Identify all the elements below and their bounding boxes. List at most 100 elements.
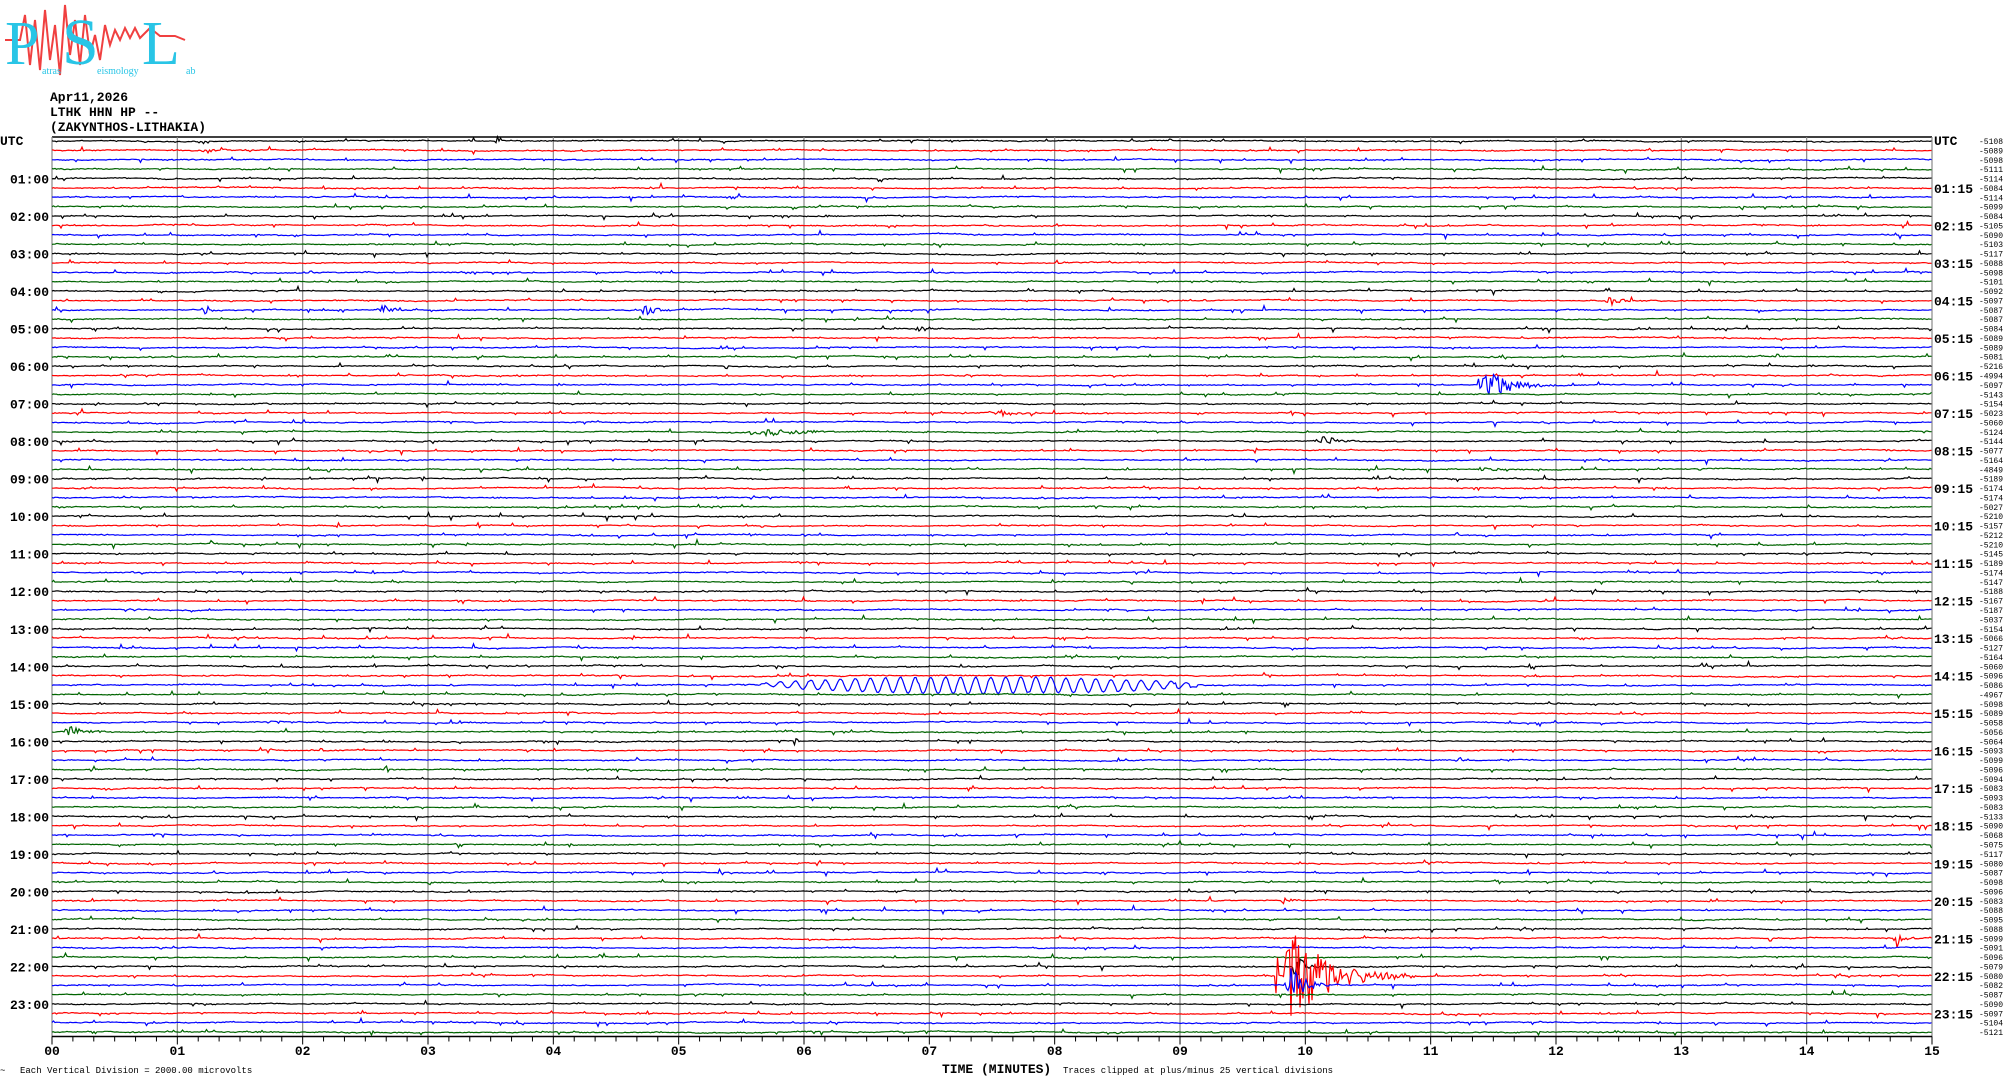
- trace-row-41: [52, 521, 1932, 531]
- logo-letter-s: S: [62, 6, 99, 79]
- row-offset-value: -5127: [1979, 645, 2003, 654]
- row-offset-value: -5097: [1979, 297, 2003, 306]
- row-offset-value: -5064: [1979, 738, 2003, 747]
- trace-row-90: [51, 968, 1932, 993]
- right-hour-label: 20:15: [1934, 895, 1973, 910]
- left-hour-label: 18:00: [10, 810, 49, 825]
- x-tick-label: 06: [796, 1044, 812, 1059]
- left-hour-label: 22:00: [10, 960, 49, 975]
- logo-word-1: atras: [42, 66, 61, 77]
- row-offset-value: -5124: [1979, 429, 2003, 438]
- row-offset-value: -5174: [1979, 494, 2003, 503]
- row-offset-value: -5084: [1979, 185, 2003, 194]
- row-offset-value: -5099: [1979, 757, 2003, 766]
- row-offset-value: -5090: [1979, 1001, 2003, 1010]
- trace-row-33: [51, 446, 1932, 457]
- trace-row-65: [51, 746, 1932, 755]
- row-offset-value: -5114: [1979, 194, 2003, 203]
- row-offset-value: -5210: [1979, 513, 2003, 522]
- x-tick-label: 00: [44, 1044, 60, 1059]
- trace-row-42: [51, 531, 1932, 540]
- row-offset-value: -5098: [1979, 269, 2003, 278]
- header-location: (ZAKYNTHOS-LITHAKIA): [50, 120, 207, 135]
- trace-row-11: [51, 240, 1932, 249]
- row-offset-value: -5023: [1979, 410, 2003, 419]
- row-offset-value: -5090: [1979, 823, 2003, 832]
- trace-row-86: [51, 943, 1932, 952]
- right-hour-label: 17:15: [1934, 782, 1973, 797]
- trace-row-20: [51, 324, 1932, 335]
- row-offset-value: -5096: [1979, 954, 2003, 963]
- row-offset-value: -5094: [1979, 776, 2003, 785]
- trace-row-88: [51, 958, 1932, 976]
- trace-row-6: [51, 192, 1932, 204]
- logo-word-2: eismology: [97, 66, 139, 77]
- row-offset-value: -5096: [1979, 766, 2003, 775]
- trace-row-15: [51, 277, 1932, 287]
- row-offset-value: -5087: [1979, 316, 2003, 325]
- row-offset-value: -5189: [1979, 476, 2003, 485]
- trace-row-40: [51, 510, 1932, 523]
- trace-row-77: [51, 859, 1932, 868]
- row-offset-value: -5108: [1979, 138, 2003, 147]
- trace-row-17: [51, 295, 1932, 308]
- trace-row-69: [51, 784, 1932, 794]
- row-offset-value: -5082: [1979, 982, 2003, 991]
- left-hour-label: 03:00: [10, 248, 49, 263]
- row-offset-value: -5080: [1979, 973, 2003, 982]
- right-hour-label: 16:15: [1934, 745, 1973, 760]
- x-tick-label: 10: [1298, 1044, 1314, 1059]
- row-offset-value: -5084: [1979, 326, 2003, 335]
- trace-row-38: [51, 493, 1932, 502]
- row-offset-value: -5060: [1979, 663, 2003, 672]
- row-offset-value: -5037: [1979, 616, 2003, 625]
- row-offset-value: -5216: [1979, 363, 2003, 372]
- right-hour-label: 05:15: [1934, 332, 1973, 347]
- left-hour-label: 16:00: [10, 735, 49, 750]
- trace-row-92: [51, 999, 1932, 1010]
- left-hour-label: 09:00: [10, 473, 49, 488]
- x-tick-label: 11: [1423, 1044, 1439, 1059]
- row-offset-value: -5089: [1979, 344, 2003, 353]
- x-tick-label: 03: [420, 1044, 436, 1059]
- trace-row-7: [51, 202, 1932, 211]
- trace-row-87: [51, 951, 1932, 963]
- trace-row-71: [51, 801, 1932, 812]
- row-offset-value: -4994: [1979, 373, 2003, 382]
- row-offset-value: -5098: [1979, 157, 2003, 166]
- row-offset-value: -5154: [1979, 626, 2003, 635]
- trace-row-67: [51, 764, 1932, 774]
- row-offset-value: -5089: [1979, 710, 2003, 719]
- trace-row-52: [51, 624, 1932, 634]
- row-offset-value: -5164: [1979, 654, 2003, 663]
- trace-row-19: [51, 314, 1932, 324]
- trace-row-18: [51, 303, 1932, 316]
- right-hour-label: 09:15: [1934, 482, 1973, 497]
- right-hour-label: 07:15: [1934, 407, 1973, 422]
- trace-row-84: [51, 924, 1932, 934]
- trace-row-60: [51, 699, 1932, 709]
- trace-row-55: [51, 653, 1932, 662]
- trace-row-72: [51, 812, 1932, 822]
- trace-row-35: [51, 464, 1932, 476]
- row-offset-value: -5095: [1979, 917, 2003, 926]
- trace-row-8: [51, 211, 1932, 221]
- trace-row-9: [51, 220, 1932, 231]
- trace-row-76: [51, 849, 1932, 859]
- row-offset-value: -5088: [1979, 907, 2003, 916]
- x-tick-label: 04: [546, 1044, 562, 1059]
- row-offset-value: -5087: [1979, 992, 2003, 1001]
- row-offset-value: -5104: [1979, 1020, 2003, 1029]
- left-utc-title: UTC: [0, 134, 24, 149]
- right-hour-label: 23:15: [1934, 1007, 1973, 1022]
- trace-row-45: [51, 558, 1932, 568]
- trace-row-78: [51, 866, 1932, 878]
- left-hour-label: 07:00: [10, 398, 49, 413]
- right-hour-label: 06:15: [1934, 370, 1973, 385]
- trace-row-80: [51, 887, 1932, 895]
- row-offset-value: -5117: [1979, 851, 2003, 860]
- trace-row-63: [51, 726, 1932, 736]
- trace-row-27: [51, 390, 1932, 399]
- left-hour-label: 19:00: [10, 848, 49, 863]
- right-hour-label: 11:15: [1934, 557, 1973, 572]
